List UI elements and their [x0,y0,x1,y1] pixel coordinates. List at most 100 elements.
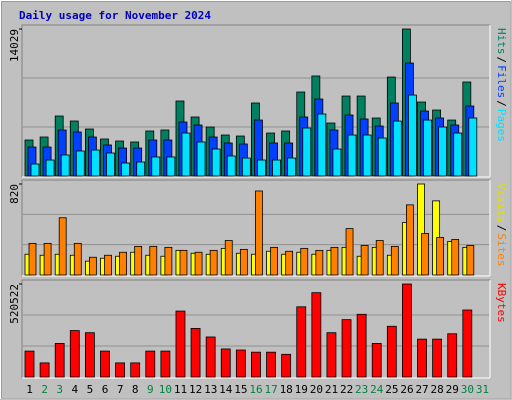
bar [356,313,367,378]
bar [58,217,67,276]
x-tick-label: 13 [204,383,217,396]
x-tick-label: 11 [174,383,187,396]
bar [136,161,146,177]
bar [453,132,463,177]
bar [164,246,173,276]
x-tick-label: 20 [310,383,323,396]
bar [30,163,40,177]
bar [251,351,261,378]
x-tick-label: 1 [26,383,33,396]
bar [281,353,292,378]
x-tick-label: 15 [234,383,247,396]
bar [285,250,294,276]
bar [239,248,248,276]
bar [432,338,443,378]
bar [375,240,384,276]
bar [235,349,246,378]
legend-separator: / [495,225,508,232]
y-tick-label: 520522 [8,284,21,324]
bar [84,332,95,378]
bar [69,330,80,378]
x-tick-label: 27 [415,383,428,396]
bar [119,251,127,276]
bar [302,127,312,177]
legend-entry: Hits [495,28,508,55]
bar [224,240,233,276]
bar [371,343,382,378]
bar [226,155,236,177]
bar [417,183,425,276]
bar [447,333,458,378]
bar [341,319,352,378]
bar [255,190,263,276]
bar [181,132,191,177]
bar [175,310,186,378]
legend-entry: Files [495,65,508,98]
x-tick-label: 6 [102,383,109,396]
x-tick-label: 10 [159,383,172,396]
y-tick-label: 14029 [8,29,21,62]
x-tick-label: 24 [370,383,384,396]
bar [438,126,448,177]
bar [421,233,429,276]
bar [423,119,432,177]
bar [160,350,171,378]
bar [300,247,309,276]
bar [45,159,55,177]
legend-entry: KBytes [495,283,508,323]
x-tick-label: 17 [264,383,277,396]
x-tick-label: 2 [41,383,48,396]
bar [179,249,188,276]
bar [392,120,402,177]
bar [317,113,327,177]
legend-entry: Pages [495,109,508,142]
bar [43,242,52,276]
bar [205,336,216,378]
x-tick-label: 3 [56,383,63,396]
bar [451,239,460,276]
bar [134,245,143,276]
bar [54,343,65,378]
bar [315,249,324,276]
bar [130,362,141,378]
x-tick-label: 29 [446,383,459,396]
x-tick-label: 9 [147,383,154,396]
bar [100,350,110,378]
x-tick-label: 8 [132,383,139,396]
bar [436,237,445,276]
bar [196,141,206,177]
bar [417,338,427,378]
bar [330,246,339,276]
bar [386,325,397,378]
x-tick-label: 18 [280,383,293,396]
chart-title: Daily usage for November 2024 [19,9,211,22]
bar [408,94,417,177]
bar [360,244,369,276]
bar [220,348,231,378]
bar [60,154,70,177]
bar [390,245,399,276]
bar [106,152,115,177]
x-tick-label: 7 [117,383,124,396]
x-tick-label: 28 [431,383,444,396]
bar [28,242,37,276]
bar [241,157,251,177]
bar [145,350,156,378]
bar [149,245,158,276]
legend-separator: / [495,57,508,64]
bar [272,159,281,177]
bar [468,117,478,177]
bar [88,256,97,276]
bar [194,251,203,276]
bar [326,332,337,378]
x-tick-label: 31 [476,383,489,396]
x-tick-label: 25 [385,383,398,396]
bar [257,159,266,177]
bar [266,351,276,378]
bar [347,134,357,177]
bar [209,249,218,276]
bar [211,148,221,177]
legend: Visits /Sites [495,183,508,267]
x-tick-label: 30 [461,383,474,396]
